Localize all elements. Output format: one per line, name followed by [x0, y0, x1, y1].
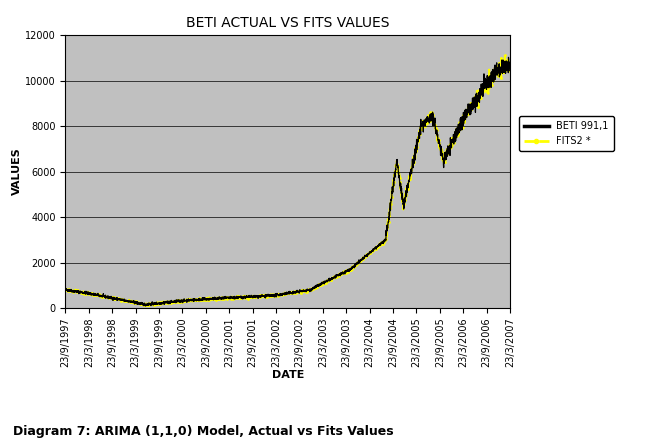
Legend: BETI 991,1, FITS2 *: BETI 991,1, FITS2 *: [519, 117, 613, 151]
X-axis label: DATE: DATE: [271, 370, 304, 380]
Text: Diagram 7: ARIMA (1,1,0) Model, Actual vs Fits Values: Diagram 7: ARIMA (1,1,0) Model, Actual v…: [13, 425, 394, 438]
Title: BETI ACTUAL VS FITS VALUES: BETI ACTUAL VS FITS VALUES: [186, 16, 390, 30]
Y-axis label: VALUES: VALUES: [12, 148, 22, 195]
